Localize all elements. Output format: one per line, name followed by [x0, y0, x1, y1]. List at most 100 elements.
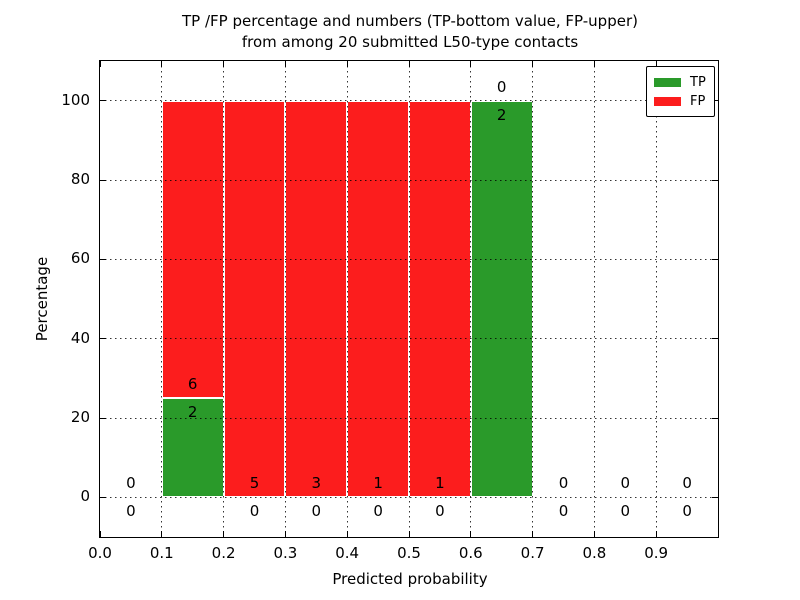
y-tick-label: 60 — [70, 249, 90, 268]
legend-item-fp: FP — [654, 92, 707, 111]
tp-count-label: 0 — [311, 502, 322, 521]
x-gridline — [655, 61, 657, 537]
fp-count-label: 6 — [187, 375, 198, 394]
tp-count-label: 0 — [373, 502, 383, 521]
tp-count-label: 0 — [126, 502, 136, 521]
y-tickmark-right — [712, 417, 718, 419]
x-tickmark-top — [593, 61, 595, 67]
x-tickmark — [161, 531, 163, 537]
y-tick-label: 0 — [80, 487, 90, 506]
y-gridline — [100, 338, 718, 340]
x-tick-label: 0.5 — [397, 544, 421, 562]
y-tickmark — [100, 417, 106, 419]
x-tickmark — [655, 531, 657, 537]
bar-fp — [285, 100, 348, 498]
x-tick-label: 0.7 — [520, 544, 545, 562]
x-tick-label: 0.9 — [644, 544, 669, 562]
fp-count-label: 1 — [435, 474, 445, 493]
chart-title-line1: TP /FP percentage and numbers (TP-bottom… — [182, 12, 638, 30]
x-tickmark-top — [532, 61, 534, 67]
y-tickmark-right — [712, 258, 718, 260]
bar-fp — [223, 100, 286, 498]
legend-swatch-tp-icon — [654, 78, 681, 87]
tp-count-label: 2 — [187, 403, 198, 422]
y-tickmark — [100, 496, 106, 498]
y-gridline — [100, 496, 718, 498]
x-gridline — [408, 61, 410, 537]
fp-count-label: 1 — [373, 474, 383, 493]
x-tick-label: 0.8 — [582, 544, 607, 562]
tp-count-label: 0 — [558, 502, 569, 521]
fp-count-label: 0 — [126, 474, 136, 493]
fp-count-label: 5 — [249, 474, 260, 493]
x-tickmark — [470, 531, 472, 537]
bar-tp — [470, 100, 533, 498]
x-tickmark — [593, 531, 595, 537]
y-tickmark — [100, 258, 106, 260]
x-tickmark — [532, 531, 534, 537]
x-tickmark-top — [470, 61, 472, 67]
x-tick-label: 0.2 — [211, 544, 236, 562]
tp-count-label: 0 — [249, 502, 260, 521]
x-gridline — [223, 61, 225, 537]
x-tickmark-top — [408, 61, 410, 67]
x-tickmark — [284, 531, 286, 537]
fp-count-label: 3 — [311, 474, 322, 493]
x-tickmark-top — [161, 61, 163, 67]
tp-count-label: 0 — [435, 502, 445, 521]
tp-count-label: 2 — [496, 105, 507, 124]
x-tickmark-top — [284, 61, 286, 67]
x-tickmark-top — [100, 61, 101, 67]
fp-count-label: 0 — [496, 77, 507, 96]
y-tick-label: 100 — [61, 90, 90, 109]
x-axis-label: Predicted probability — [332, 570, 488, 588]
x-tickmark — [100, 531, 101, 537]
x-gridline — [470, 61, 472, 537]
legend-label-fp: FP — [690, 94, 706, 109]
x-gridline — [161, 61, 163, 537]
bar-fp — [161, 100, 224, 399]
fp-count-label: 0 — [682, 474, 692, 493]
x-tick-label: 0.0 — [88, 544, 112, 562]
legend-label-tp: TP — [690, 75, 706, 90]
legend-item-tp: TP — [654, 73, 707, 92]
y-tickmark-right — [712, 496, 718, 498]
x-tickmark-top — [346, 61, 348, 67]
x-tickmark-top — [223, 61, 225, 67]
x-tickmark-top — [655, 61, 657, 67]
x-tick-label: 0.4 — [335, 544, 360, 562]
y-gridline — [100, 100, 718, 102]
tp-count-label: 0 — [682, 502, 692, 521]
y-tickmark-right — [712, 100, 718, 102]
bar-fp — [347, 100, 409, 498]
y-tick-label: 40 — [70, 328, 90, 347]
fp-count-label: 0 — [620, 474, 631, 493]
y-gridline — [100, 417, 718, 419]
x-gridline — [593, 61, 595, 537]
x-tick-label: 0.3 — [273, 544, 298, 562]
x-tickmark — [223, 531, 225, 537]
legend-swatch-fp-icon — [654, 97, 681, 106]
x-tickmark — [346, 531, 348, 537]
y-tickmark — [100, 179, 106, 181]
y-gridline — [100, 258, 718, 260]
chart-title-line2: from among 20 submitted L50-type contact… — [241, 33, 579, 51]
y-tickmark-right — [712, 338, 718, 340]
fp-count-label: 0 — [558, 474, 569, 493]
x-gridline — [346, 61, 348, 537]
x-gridline — [284, 61, 286, 537]
x-tickmark — [408, 531, 410, 537]
x-gridline — [532, 61, 534, 537]
x-tick-label: 0.1 — [149, 544, 174, 562]
chart-title: TP /FP percentage and numbers (TP-bottom… — [182, 11, 638, 53]
y-gridline — [100, 179, 718, 181]
y-tickmark — [100, 100, 106, 102]
y-tickmark-right — [712, 179, 718, 181]
bar-fp — [409, 100, 471, 498]
x-tick-label: 0.6 — [458, 544, 483, 562]
plot-area: 0 0 6 2 5 0 3 0 1 0 1 0 0 2 0 0 0 0 0 0 0.0 0.1 0.2 0.3 0.4 0.5 0.… — [61, 60, 719, 562]
legend: TP FP — [646, 66, 715, 117]
tp-count-label: 0 — [620, 502, 631, 521]
y-tick-label: 80 — [70, 170, 90, 188]
